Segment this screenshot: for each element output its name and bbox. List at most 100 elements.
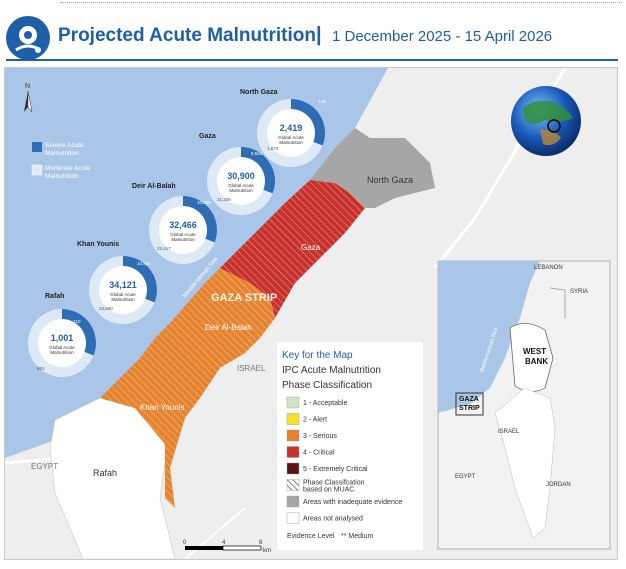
north-gaza-map-label: North Gaza [367,175,413,185]
donut-severe-value: 9,564 [251,151,263,156]
donut-deir-al-balah: 32,466 Global Acute Malnutrition Deir Al-Ba… [132,183,217,264]
header-rule [6,59,618,61]
donut-hole [99,266,147,314]
donut-total: 30,900 [227,171,255,181]
key-subtitle-2: Phase Classification [282,380,372,391]
key-item: 5 - Extremely Critical [286,462,368,475]
moderate-legend-label: Moderate Acute Malnutrition [45,165,91,180]
donut-gaza: 30,900 Global Acute Malnutrition Gaza 9,564 2… [199,133,275,215]
donut-moderate-value: 22,417 [157,246,171,251]
severe-legend-label: Severe Acute Malnutrition [45,142,84,157]
svg-text:SYRIA: SYRIA [570,289,588,295]
key-item-label: Areas with inadequate evidence [303,499,402,506]
svg-text:0: 0 [183,540,187,546]
key-item: 2 - Alert [286,413,327,425]
donut-moderate-value: 691 [37,366,45,371]
donut-rafah: 1,001 Global Acute Malnutrition Rafah 310 691 [28,293,97,377]
key-item-label: 1 - Acceptable [303,400,347,407]
key-item: 1 - Acceptable [286,396,347,409]
donut-total: 34,121 [109,280,137,290]
evidence-level-value: ** Medium [341,533,373,540]
svg-text:LEBANON: LEBANON [534,265,563,271]
severe-legend-swatch [32,142,42,152]
key-item-label: 2 - Alert [303,417,327,424]
key-swatch [286,512,300,524]
donut-total: 32,466 [169,220,197,230]
donut-label: Global Acute Malnutrition [110,292,136,302]
svg-text:8: 8 [259,540,263,546]
donut-label: Global Acute Malnutrition [278,135,304,145]
donut-hole [159,206,207,254]
key-swatch [286,429,300,442]
donut-charts: 2,419 Global Acute Malnutrition North Gaza 7… [28,89,326,377]
donut-title: Rafah [45,293,64,300]
donut-moderate-value: 1,670 [267,146,279,151]
key-swatch [286,479,300,491]
deir-al-balah-map-label: Deir Al-Balah [205,323,252,332]
svg-text:JORDAN: JORDAN [546,482,571,488]
donut-moderate-value: 21,336 [217,197,231,202]
donut-hole [217,157,265,205]
svg-text:ISRAEL: ISRAEL [498,429,520,435]
khan-younis-map-label: Khan Younis [140,403,185,412]
svg-text:km: km [263,548,271,554]
gaza-map-label: Gaza [301,243,321,252]
donut-label: Global Acute Malnutrition [170,232,196,242]
donut-severe-value: 310 [73,319,81,324]
israel-map-label: ISRAEL [237,364,266,373]
key-swatch [286,396,300,409]
key-subtitle-1: IPC Acute Malnutrition [282,365,381,376]
donut-severe-value: 10,561 [137,261,151,266]
donut-north-gaza: 2,419 Global Acute Malnutrition North Gaza 7… [240,89,326,167]
key-swatch [286,413,300,425]
key-item: Areas with inadequate evidence [286,495,402,508]
title-separator: | [316,24,322,46]
north-arrow-icon: N [24,83,33,113]
donut-hole [38,319,86,367]
donut-title: Khan Younis [77,241,119,248]
key-swatch [286,495,300,508]
rafah-map-label: Rafah [93,468,117,478]
key-swatch [286,446,300,458]
map-key: Key for the Map IPC Acute Malnutrition P… [277,342,423,550]
donut-title: North Gaza [240,89,277,96]
gaza-strip-label: GAZA STRIP [211,292,277,304]
svg-text:N: N [25,83,30,90]
svg-text:EGYPT: EGYPT [455,474,476,480]
donut-total: 2,419 [280,123,303,133]
donut-severe-value: 749 [318,99,326,104]
svg-text:4: 4 [222,540,226,546]
key-title: Key for the Map [282,350,353,361]
page-title: Projected Acute Malnutrition [58,25,316,46]
key-item: 4 - Critical [286,446,335,458]
globe-icon [511,86,581,156]
key-item-label: Areas not analysed [303,516,363,523]
key-item: Areas not analysed [286,512,363,524]
donut-hole [267,109,315,157]
gaza-map: North Gaza Gaza Deir Al-Balah Khan Youni… [5,68,617,559]
inset-map: LEBANON SYRIA WEST BANK GAZA STRIP ISRAEL … [437,260,611,550]
key-item-label: Phase Classifcation based on MUAC [303,480,365,494]
north-gaza-governorate [310,128,435,208]
egypt-map-label: EGYPT [31,462,58,471]
donut-severe-value: 10,049 [197,200,211,205]
donut-moderate-value: 23,560 [99,306,113,311]
key-item-label: 5 - Extremely Critical [303,466,368,473]
donut-total: 1,001 [51,333,74,343]
donut-label: Global Acute Malnutrition [49,345,75,355]
map-frame: North Gaza Gaza Deir Al-Balah Khan Youni… [4,67,618,560]
key-item-label: 3 - Serious [303,433,337,440]
child-nutrition-icon [6,16,50,60]
evidence-level-label: Evidence Level [287,533,335,540]
moderate-legend-swatch [31,164,43,176]
scale-bar: 0 4 8 km [183,540,271,554]
key-item-label: 4 - Critical [303,450,335,457]
donut-title: Deir Al-Balah [132,183,176,190]
top-dotted-rule [60,2,622,3]
key-swatch [286,462,300,475]
donut-khan-younis: 34,121 Global Acute Malnutrition Khan Youni… [77,241,157,324]
key-item: 3 - Serious [286,429,337,442]
date-range: 1 December 2025 - 15 April 2026 [332,28,553,45]
